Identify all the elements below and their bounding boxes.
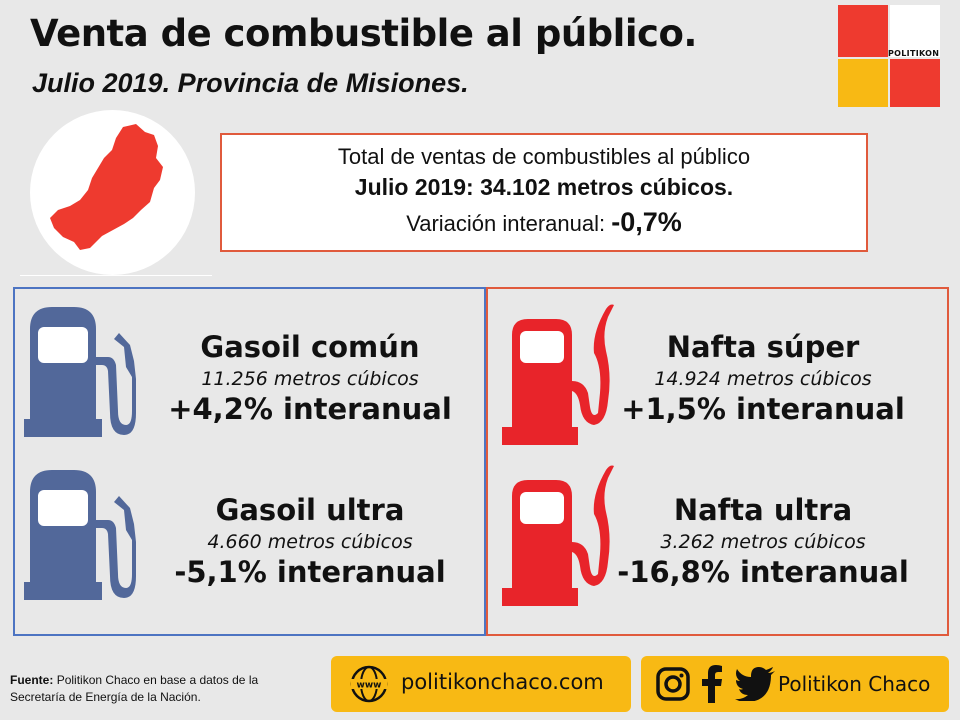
fuel-volume: 11.256 metros cúbicos xyxy=(201,368,419,390)
divider-line xyxy=(20,275,212,276)
fuel-variation: -16,8% interanual xyxy=(617,555,909,589)
total-line1: Total de ventas de combustibles al públi… xyxy=(337,144,751,169)
fuel-variation: +1,5% interanual xyxy=(621,392,905,426)
globe-icon-text: www xyxy=(357,681,382,691)
gas-pump-icon xyxy=(24,470,136,600)
fuel-volume: 14.924 metros cúbicos xyxy=(654,368,872,390)
social-handle: Politikon Chaco xyxy=(778,672,931,696)
gasoil-panel xyxy=(13,287,486,636)
twitter-icon[interactable] xyxy=(735,667,775,701)
total-line2: Julio 2019: 34.102 metros cúbicos. xyxy=(354,174,734,200)
source-note: Fuente: Politikon Chaco en base a datos … xyxy=(10,672,310,706)
page-title: Venta de combustible al público. xyxy=(30,12,697,55)
globe-icon: www xyxy=(350,665,388,703)
variation-value: -0,7% xyxy=(611,207,682,237)
variation-label: Variación interanual: xyxy=(406,211,606,236)
fuel-name: Nafta súper xyxy=(666,330,860,364)
page-subtitle: Julio 2019. Provincia de Misiones. xyxy=(32,68,469,98)
fuel-variation: +4,2% interanual xyxy=(168,392,452,426)
gas-pump-icon xyxy=(502,465,614,606)
source-text: Politikon Chaco en base a datos de la Se… xyxy=(10,673,259,704)
fuel-item-nafta-ultra: Nafta ultra 3.262 metros cúbicos -16,8% … xyxy=(610,493,916,589)
gas-pump-icon xyxy=(502,304,614,445)
social-banner[interactable]: Politikon Chaco xyxy=(641,656,949,712)
fuel-name: Gasoil común xyxy=(200,330,420,364)
fuel-volume: 3.262 metros cúbicos xyxy=(660,531,866,553)
website-banner[interactable]: www politikonchaco.com xyxy=(331,656,631,712)
fuel-name: Gasoil ultra xyxy=(215,493,405,527)
nafta-panel xyxy=(486,287,949,636)
total-box: Total de ventas de combustibles al públi… xyxy=(220,133,868,252)
facebook-icon[interactable] xyxy=(701,665,723,703)
misiones-map-icon xyxy=(50,124,163,250)
map-circle xyxy=(30,110,195,275)
gas-pump-icon xyxy=(24,307,136,437)
fuel-volume: 4.660 metros cúbicos xyxy=(207,531,413,553)
fuel-item-gasoil-ultra: Gasoil ultra 4.660 metros cúbicos -5,1% … xyxy=(140,493,480,589)
fuel-item-gasoil-comun: Gasoil común 11.256 metros cúbicos +4,2%… xyxy=(140,330,480,426)
source-label: Fuente: xyxy=(10,673,54,687)
fuel-name: Nafta ultra xyxy=(673,493,853,527)
politikon-logo: POLITIKON xyxy=(838,5,940,107)
total-variation: Variación interanual: -0,7% xyxy=(222,207,866,238)
fuel-item-nafta-super: Nafta súper 14.924 metros cúbicos +1,5% … xyxy=(610,330,916,426)
fuel-variation: -5,1% interanual xyxy=(174,555,446,589)
website-link[interactable]: politikonchaco.com xyxy=(401,670,604,694)
logo-text: POLITIKON xyxy=(888,49,940,58)
instagram-icon[interactable] xyxy=(655,666,691,702)
